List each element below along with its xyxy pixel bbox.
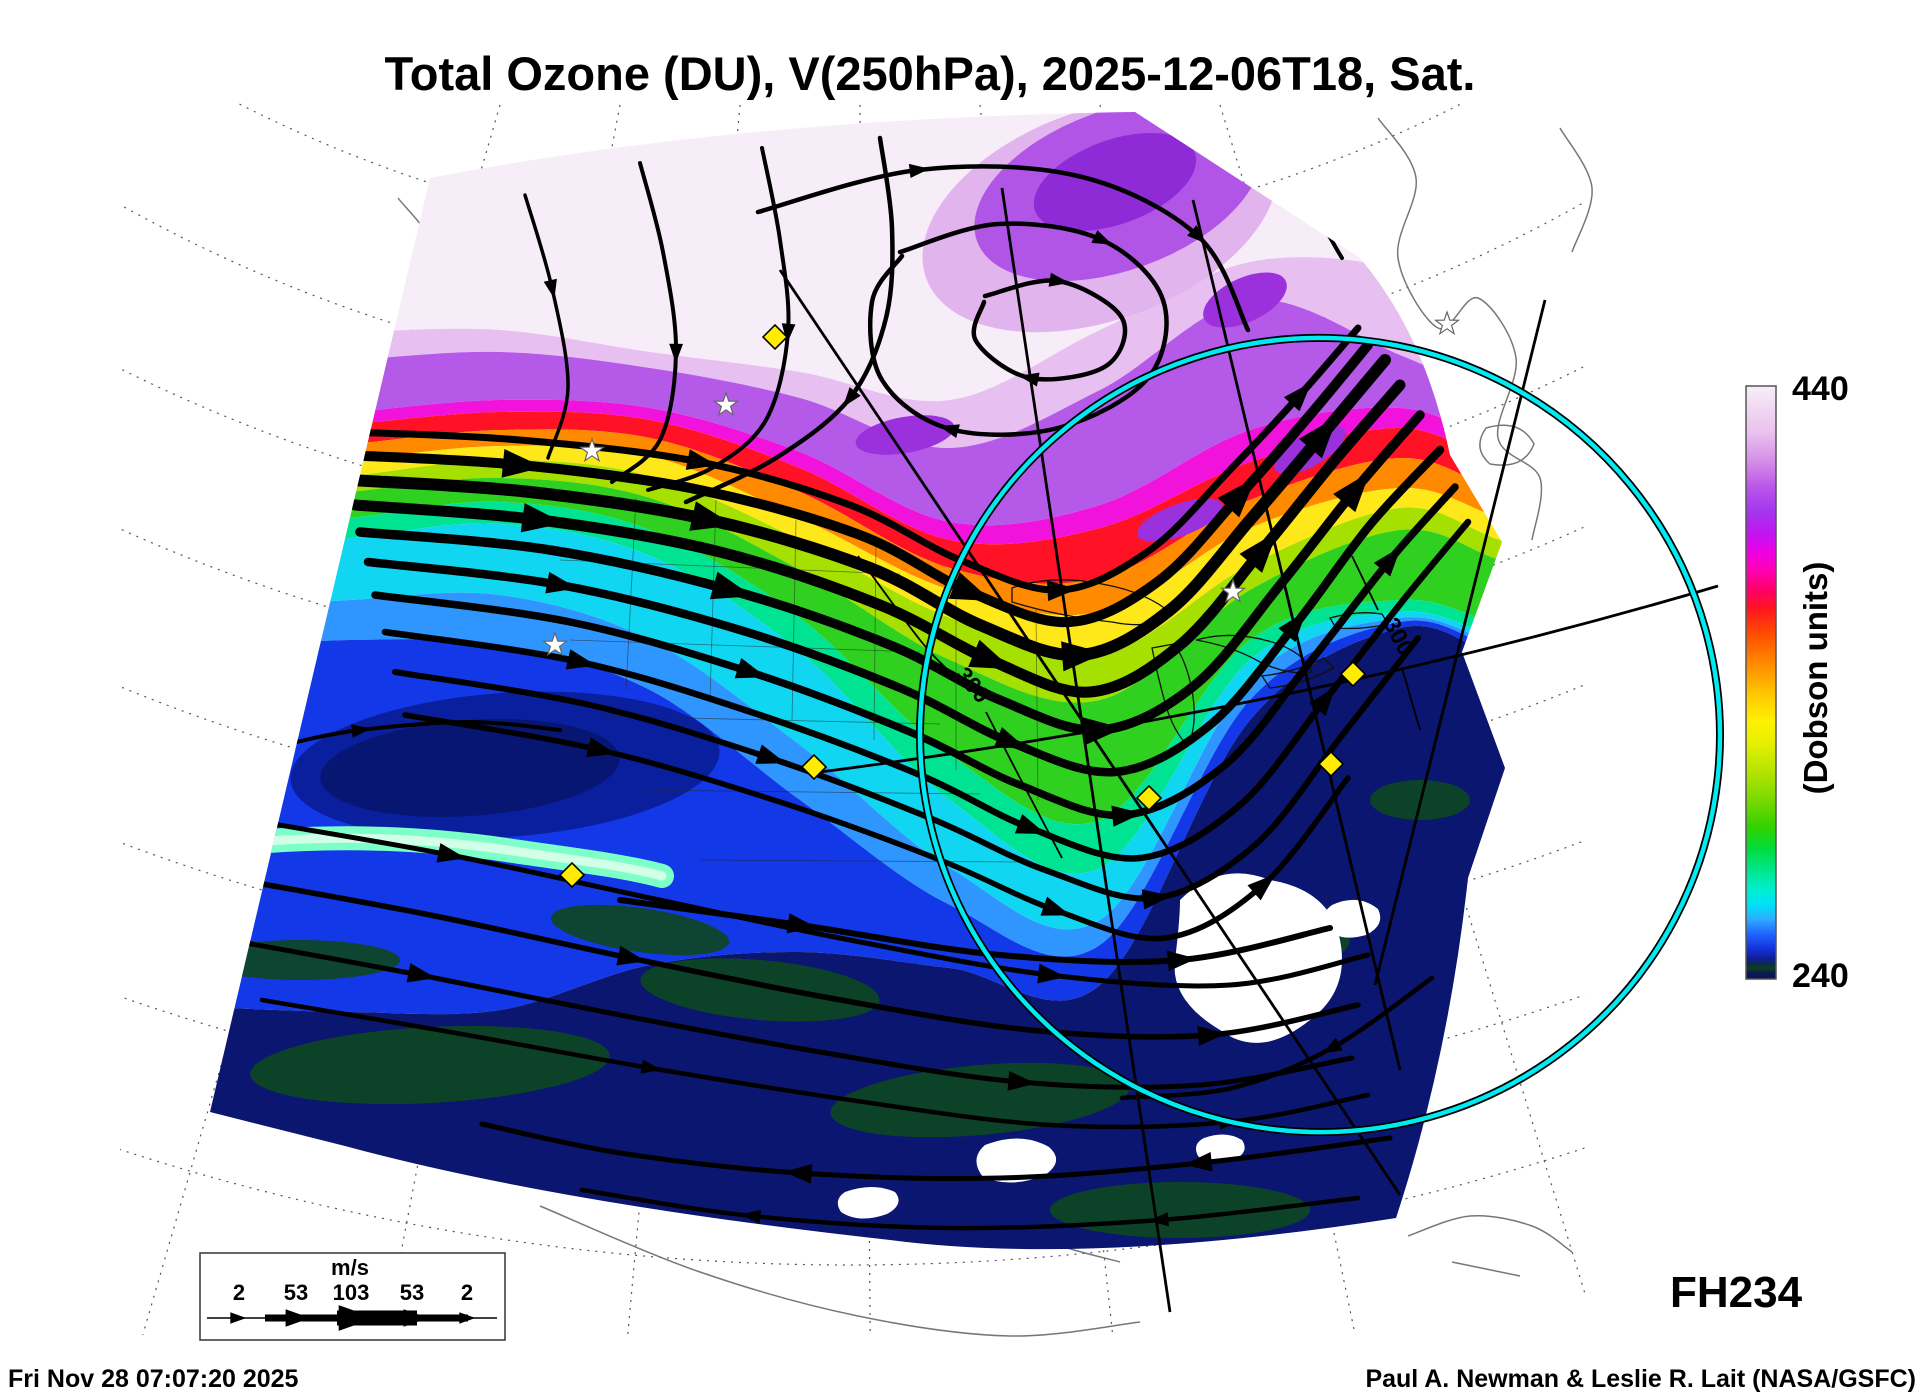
city-star-icon [1219,578,1247,604]
wind-speed-value: 103 [333,1280,370,1305]
station-diamond-icon [558,861,586,889]
page-title: Total Ozone (DU), V(250hPa), 2025-12-06T… [385,47,1476,100]
colorbar-max-label: 440 [1792,370,1849,408]
ozone-field [210,112,1505,1250]
ground-track-lines [778,187,1719,1313]
station-diamond-icon [761,323,789,351]
wind-legend-speeds: 2 53 103 53 2 [233,1280,473,1305]
colorbar-gradient [1745,385,1777,980]
colorbar: 440 240 (Dobson units) [1745,370,1849,995]
wind-speed-value: 2 [233,1280,245,1305]
station-diamond-icon [1135,784,1163,812]
city-star-icon [541,631,569,657]
station-diamond-icon [1339,660,1367,688]
station-markers [541,310,1461,889]
wind-speed-value: 2 [461,1280,473,1305]
colorbar-axis-label: (Dobson units) [1797,562,1834,795]
colorbar-min-label: 240 [1792,957,1849,995]
satellite-view-circle [916,333,1724,1137]
station-diamond-icon [800,753,828,781]
wind-speed-legend: m/s 2 53 103 53 2 [199,1252,506,1341]
credit-label: Paul A. Newman & Leslie R. Lait (NASA/GS… [1365,1365,1916,1393]
timestamp-label: Fri Nov 28 07:07:20 2025 [8,1365,299,1393]
city-star-icon [578,437,606,463]
station-diamond-icon [1317,750,1345,778]
city-star-icon [1433,310,1461,336]
city-star-icon [712,391,740,417]
wind-arrow-icon [207,1305,497,1331]
wind-speed-value: 53 [284,1280,308,1305]
forecast-hour-label: FH234 [1670,1268,1803,1317]
wind-speed-value: 53 [400,1280,424,1305]
wind-legend-unit: m/s [331,1255,369,1280]
